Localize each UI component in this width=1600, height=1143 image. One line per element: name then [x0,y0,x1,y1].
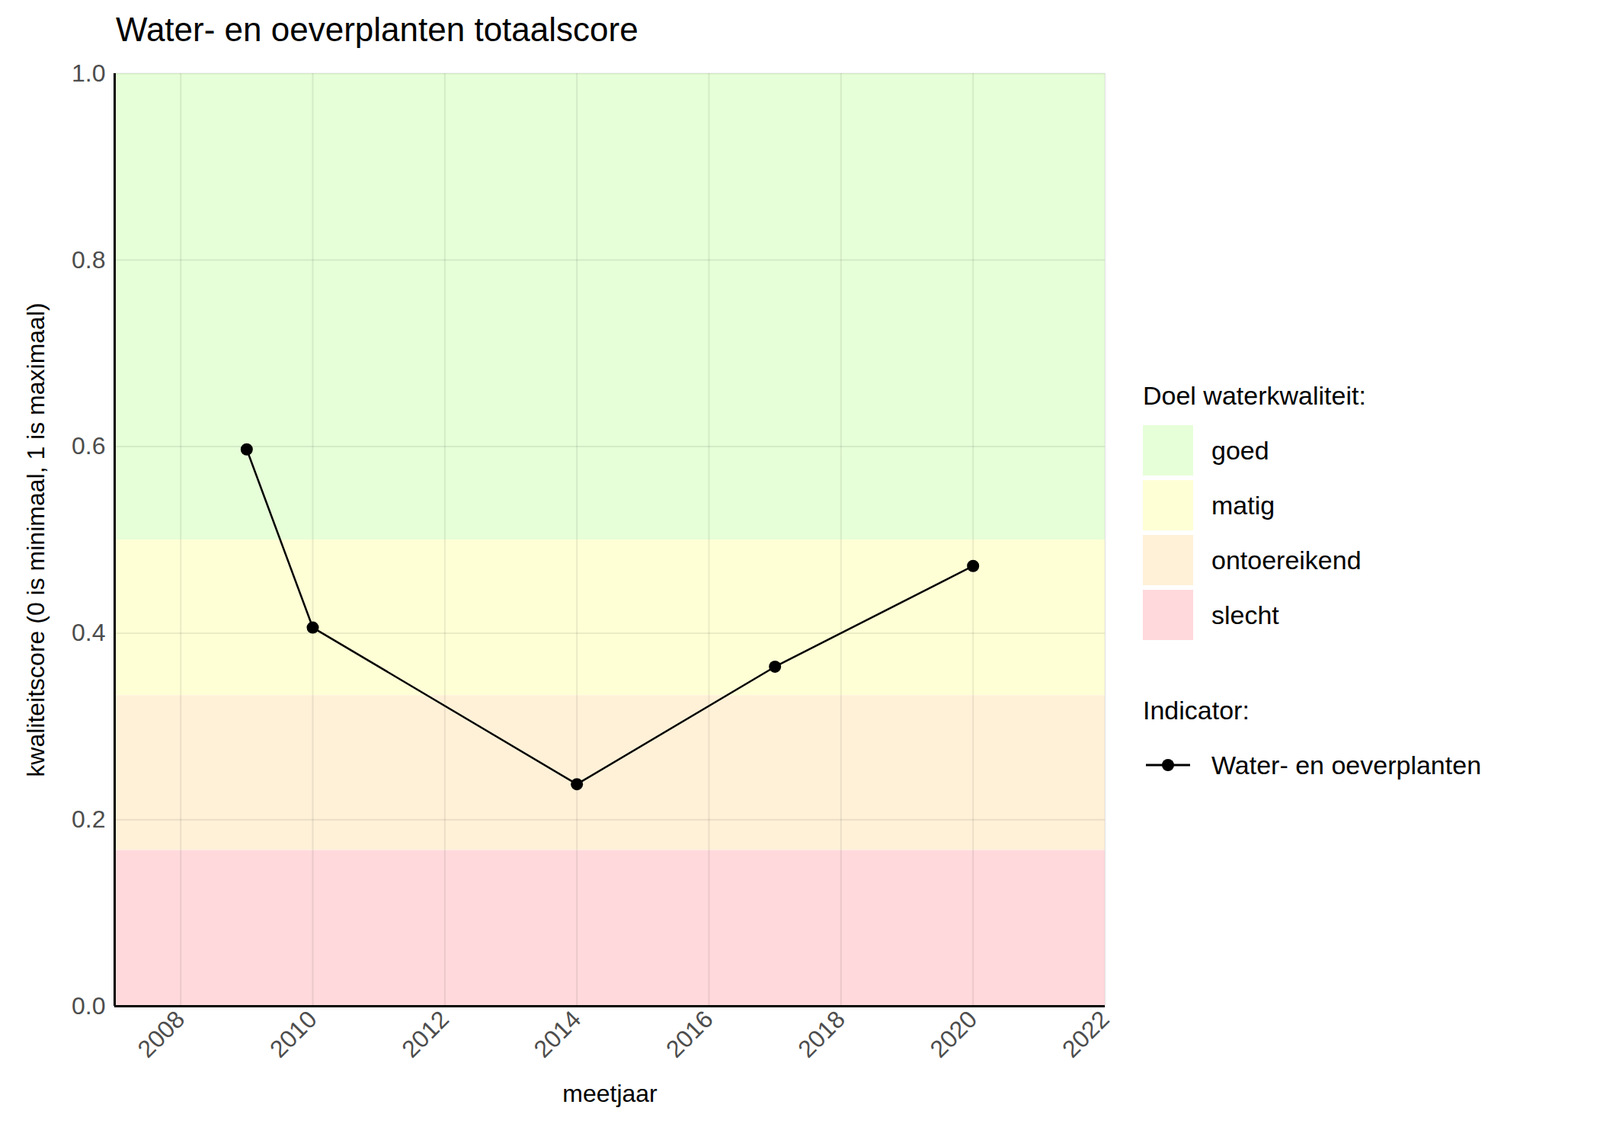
html-text:Water- en oeverplanten: Water- en oeverplanten [1211,750,1482,780]
html-text:Doel waterkwaliteit:: Doel waterkwaliteit: [1142,380,1367,410]
svg-text:2010: 2010 [264,1004,323,1063]
svg-text:2020: 2020 [924,1004,983,1063]
html-text:slecht: slecht [1211,600,1280,629]
svg-text:2014: 2014 [528,1004,587,1063]
svg-text:0.4: 0.4 [71,618,106,647]
svg-text:2012: 2012 [396,1004,455,1063]
svg-text:1.0: 1.0 [71,59,106,87]
svg-text:0.6: 0.6 [71,432,106,460]
svg-text:2016: 2016 [660,1004,719,1063]
html-text:matig: matig [1211,490,1275,520]
html-text:Water- en oeverplanten totaals: Water- en oeverplanten totaalscore [115,10,639,48]
svg-text:meetjaar: meetjaar [562,1079,658,1108]
svg-text:2022: 2022 [1056,1004,1113,1063]
html-text:Indicator:: Indicator: [1142,695,1250,725]
svg-text:0.0: 0.0 [71,992,106,1020]
html-text:goed: goed [1211,435,1270,465]
svg-text:2008: 2008 [132,1004,191,1063]
svg-text:0.2: 0.2 [71,805,106,833]
svg-text:0.8: 0.8 [71,246,106,274]
svg-text:2018: 2018 [792,1004,851,1063]
svg-text:kwaliteitscore (0 is minimaal,: kwaliteitscore (0 is minimaal, 1 is maxi… [22,302,50,777]
html-text:ontoereikend: ontoereikend [1211,545,1362,575]
